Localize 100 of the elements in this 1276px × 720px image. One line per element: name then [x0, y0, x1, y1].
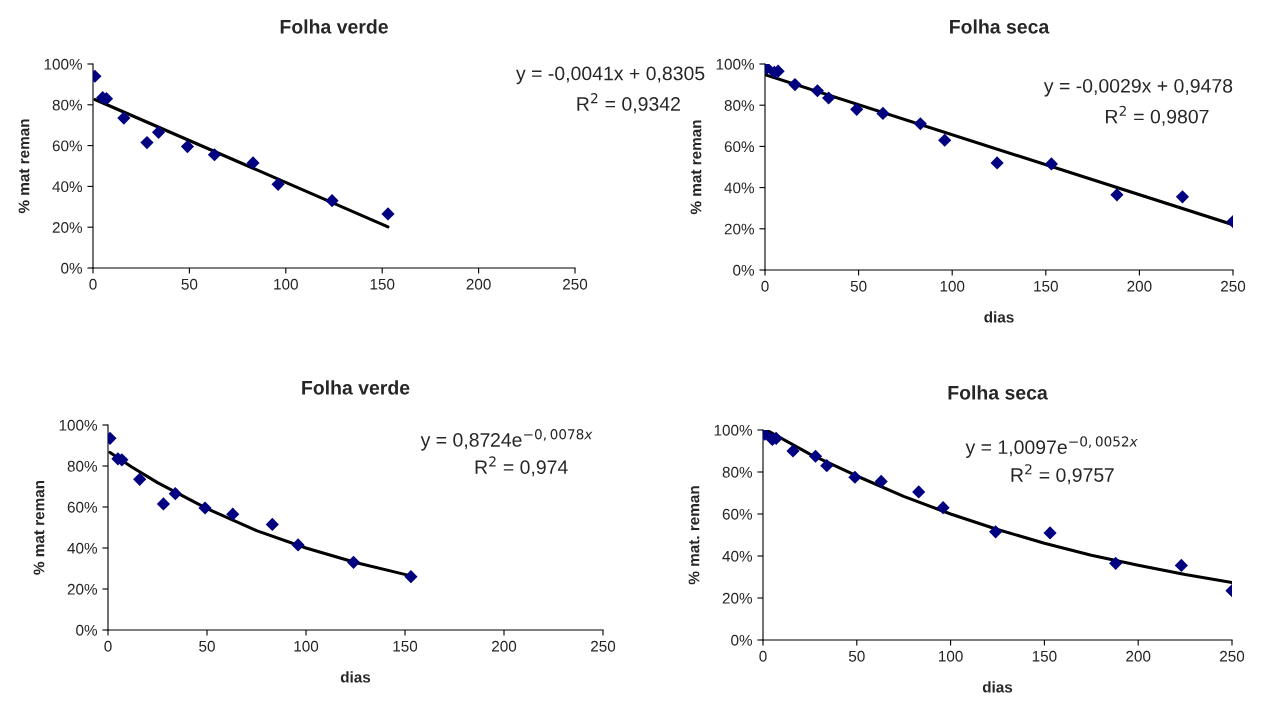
y-axis-title: % mat reman	[18, 119, 30, 214]
point	[989, 525, 1003, 539]
text: R$^{2}$ = 0,9342	[577, 93, 680, 114]
point	[133, 472, 147, 486]
point	[346, 555, 361, 569]
point	[151, 125, 166, 139]
point	[265, 517, 279, 532]
x-tick-label: 250	[1220, 650, 1245, 662]
x-axis-title: dias	[340, 671, 371, 683]
y-tick-label: 80%	[722, 466, 753, 478]
y-tick-label: 100%	[59, 419, 98, 431]
point	[848, 470, 862, 484]
x-tick-label: 0	[89, 278, 97, 290]
point	[168, 487, 182, 501]
x-tick-label: 100	[939, 650, 963, 662]
y-tick-label: 40%	[52, 181, 83, 193]
x-axis-title: dias	[984, 311, 1014, 323]
point	[990, 156, 1004, 170]
y-tick-label: 80%	[52, 99, 83, 111]
x-tick-label: 200	[1127, 280, 1152, 292]
point	[786, 444, 800, 458]
annotation: R$^{2}$ = 0,9807	[1106, 105, 1209, 126]
point	[876, 106, 890, 121]
chart-title: Folha seca	[950, 19, 1050, 34]
y-tick-label: 0%	[731, 634, 753, 646]
y-axis-title: % mat. reman	[688, 486, 700, 585]
x-tick-label: 50	[181, 278, 198, 290]
chart-title: Folha seca	[948, 385, 1048, 400]
x-tick-label: 100	[294, 640, 319, 652]
point	[1110, 188, 1124, 202]
y-tick-label: 60%	[724, 141, 755, 153]
y-tick-label: 40%	[67, 542, 98, 554]
x-axis-title: dias	[982, 681, 1013, 693]
y-axis-title: % mat reman	[33, 480, 45, 575]
point	[850, 102, 864, 116]
x-tick-label: 50	[850, 280, 867, 292]
point	[810, 84, 824, 98]
point	[246, 156, 260, 170]
point	[180, 140, 195, 154]
y-tick-label: 60%	[722, 508, 753, 520]
x-tick-label: 0	[759, 650, 767, 662]
annotation: y = 0,8724e$^{−0,0078x}$	[420, 429, 593, 451]
point	[822, 91, 836, 105]
annotation: R$^{2}$ = 0,974	[475, 456, 568, 477]
x-tick-label: 150	[370, 278, 395, 290]
y-tick-label: 100%	[44, 58, 83, 70]
point	[1109, 556, 1123, 570]
point	[912, 485, 926, 499]
point	[1043, 526, 1057, 540]
annotation: y = 1,0097e$^{−0,0052x}$	[965, 436, 1138, 458]
y-tick-label: 20%	[722, 592, 753, 604]
y-tick-label: 80%	[724, 100, 755, 111]
point	[1175, 190, 1190, 204]
chart-title: Folha verde	[280, 19, 388, 34]
x-tick-label: 50	[848, 650, 865, 662]
point	[938, 133, 952, 147]
y-tick-label: 20%	[724, 223, 755, 235]
y-tick-label: 100%	[716, 58, 755, 70]
y-tick-label: 0%	[733, 264, 755, 276]
x-tick-label: 150	[1034, 280, 1058, 292]
x-tick-label: 200	[492, 640, 517, 652]
x-tick-label: 200	[466, 278, 491, 290]
point	[325, 194, 339, 208]
point	[117, 111, 131, 125]
x-tick-label: 250	[563, 278, 588, 290]
x-tick-label: 50	[199, 640, 215, 652]
y-axis-title: % mat reman	[690, 120, 702, 215]
point	[140, 135, 154, 150]
y-tick-label: 80%	[67, 460, 98, 472]
annotation: y = -0,0041x + 0,8305	[516, 66, 705, 85]
point	[291, 538, 305, 552]
point	[936, 501, 950, 515]
y-tick-label: 40%	[722, 550, 753, 562]
point	[271, 177, 285, 191]
x-tick-label: 250	[591, 640, 616, 652]
y-tick-label: 100%	[714, 424, 753, 436]
x-tick-label: 150	[1032, 650, 1057, 662]
x-tick-label: 150	[393, 640, 418, 652]
y-tick-label: 20%	[67, 583, 98, 595]
y-tick-label: 40%	[724, 182, 755, 194]
annotation: y = -0,0029x + 0,9478	[1043, 78, 1233, 97]
annotation: R$^{2}$ = 0,9757	[1011, 464, 1114, 485]
y-tick-label: 60%	[52, 140, 83, 152]
y-tick-label: 20%	[52, 222, 83, 233]
x-tick-label: 100	[940, 280, 965, 292]
point	[808, 449, 823, 463]
x-tick-label: 0	[761, 280, 769, 292]
point	[1044, 157, 1058, 171]
point	[1174, 558, 1188, 573]
point	[404, 570, 418, 584]
point	[226, 507, 240, 521]
y-tick-label: 60%	[67, 501, 98, 513]
point	[788, 78, 802, 92]
x-tick-label: 200	[1126, 650, 1151, 662]
x-tick-label: 100	[274, 278, 298, 290]
x-tick-label: 250	[1221, 280, 1246, 292]
x-tick-label: 0	[104, 640, 112, 652]
chart-title: Folha verde	[302, 380, 410, 395]
point	[156, 497, 171, 511]
point	[913, 117, 927, 131]
